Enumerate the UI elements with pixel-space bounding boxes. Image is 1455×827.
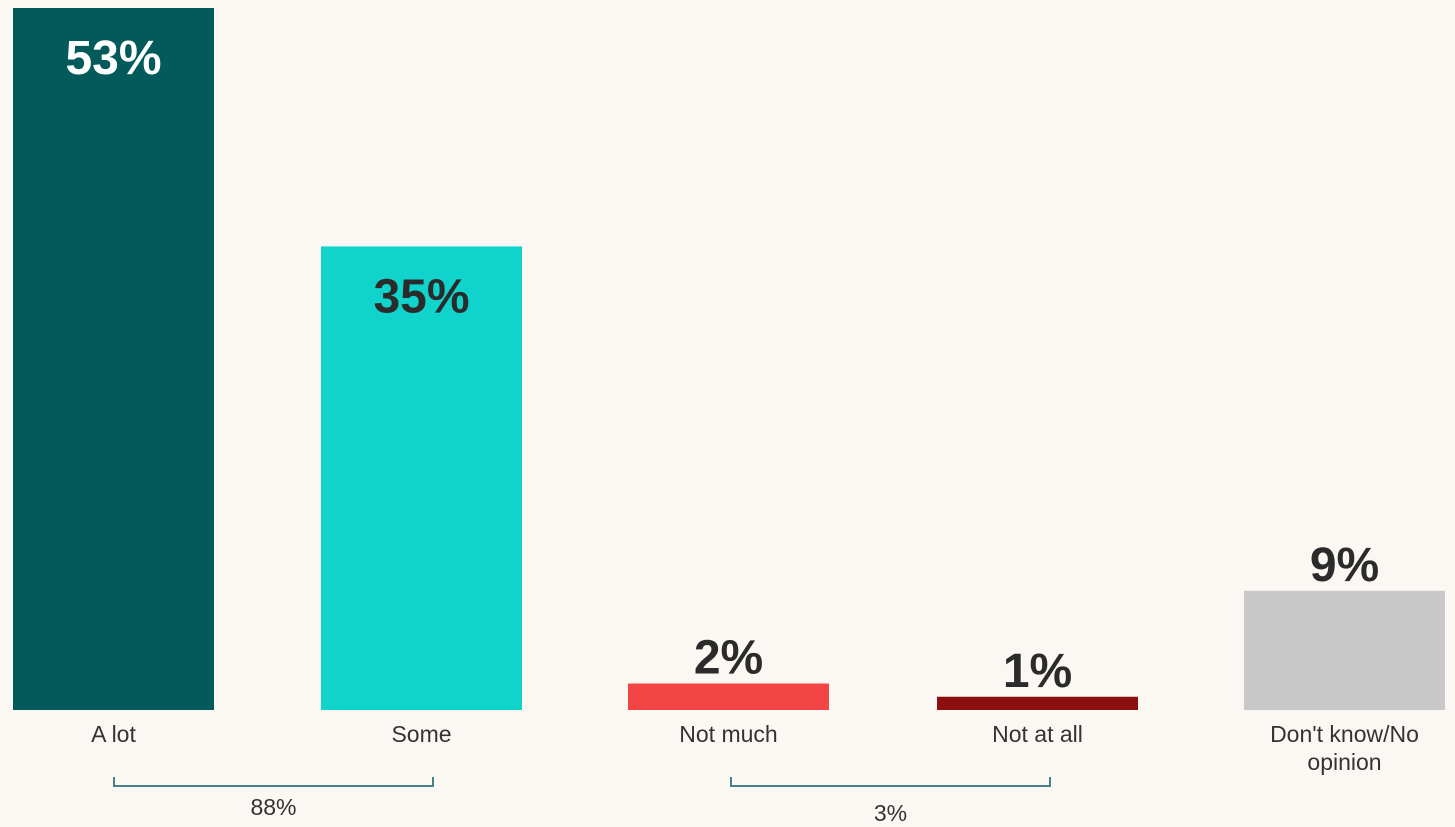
group-bracket-3 [730, 777, 1051, 787]
group-total-label: 3% [874, 800, 907, 826]
category-label-don-t-know-no-opinion: Don't know/No opinion [1270, 721, 1419, 775]
category-label-some: Some [391, 721, 451, 747]
category-label-not-at-all: Not at all [992, 721, 1083, 747]
bars-layer [13, 8, 1445, 710]
value-label-don-t-know-no-opinion: 9% [1310, 539, 1379, 592]
bar-don-t-know-no-opinion [1244, 590, 1445, 710]
category-labels-layer: A lot Some Not much Not at all Don't know/No… [91, 721, 1419, 775]
category-label-line: Don't know/No [1270, 721, 1419, 747]
value-labels-layer: 53% 35% 2% 1% 9% [65, 32, 1379, 698]
group-brackets-layer: 88% 3% [113, 777, 1051, 826]
value-label-not-at-all: 1% [1003, 645, 1072, 698]
value-label-a-lot: 53% [65, 32, 161, 85]
bar-some [321, 246, 522, 710]
group-total-label: 88% [250, 794, 296, 820]
category-label-line: Some [391, 721, 451, 747]
value-label-some: 35% [373, 270, 469, 323]
bar-not-much [628, 683, 829, 710]
category-label-line: opinion [1307, 749, 1381, 775]
value-label-not-much: 2% [694, 632, 763, 685]
category-label-line: A lot [91, 721, 136, 747]
category-label-not-much: Not much [679, 721, 777, 747]
category-label-line: Not at all [992, 721, 1083, 747]
bar-not-at-all [937, 696, 1138, 710]
category-label-a-lot: A lot [91, 721, 136, 747]
group-bracket-88 [113, 777, 434, 787]
category-label-line: Not much [679, 721, 777, 747]
bar-a-lot [13, 8, 214, 710]
